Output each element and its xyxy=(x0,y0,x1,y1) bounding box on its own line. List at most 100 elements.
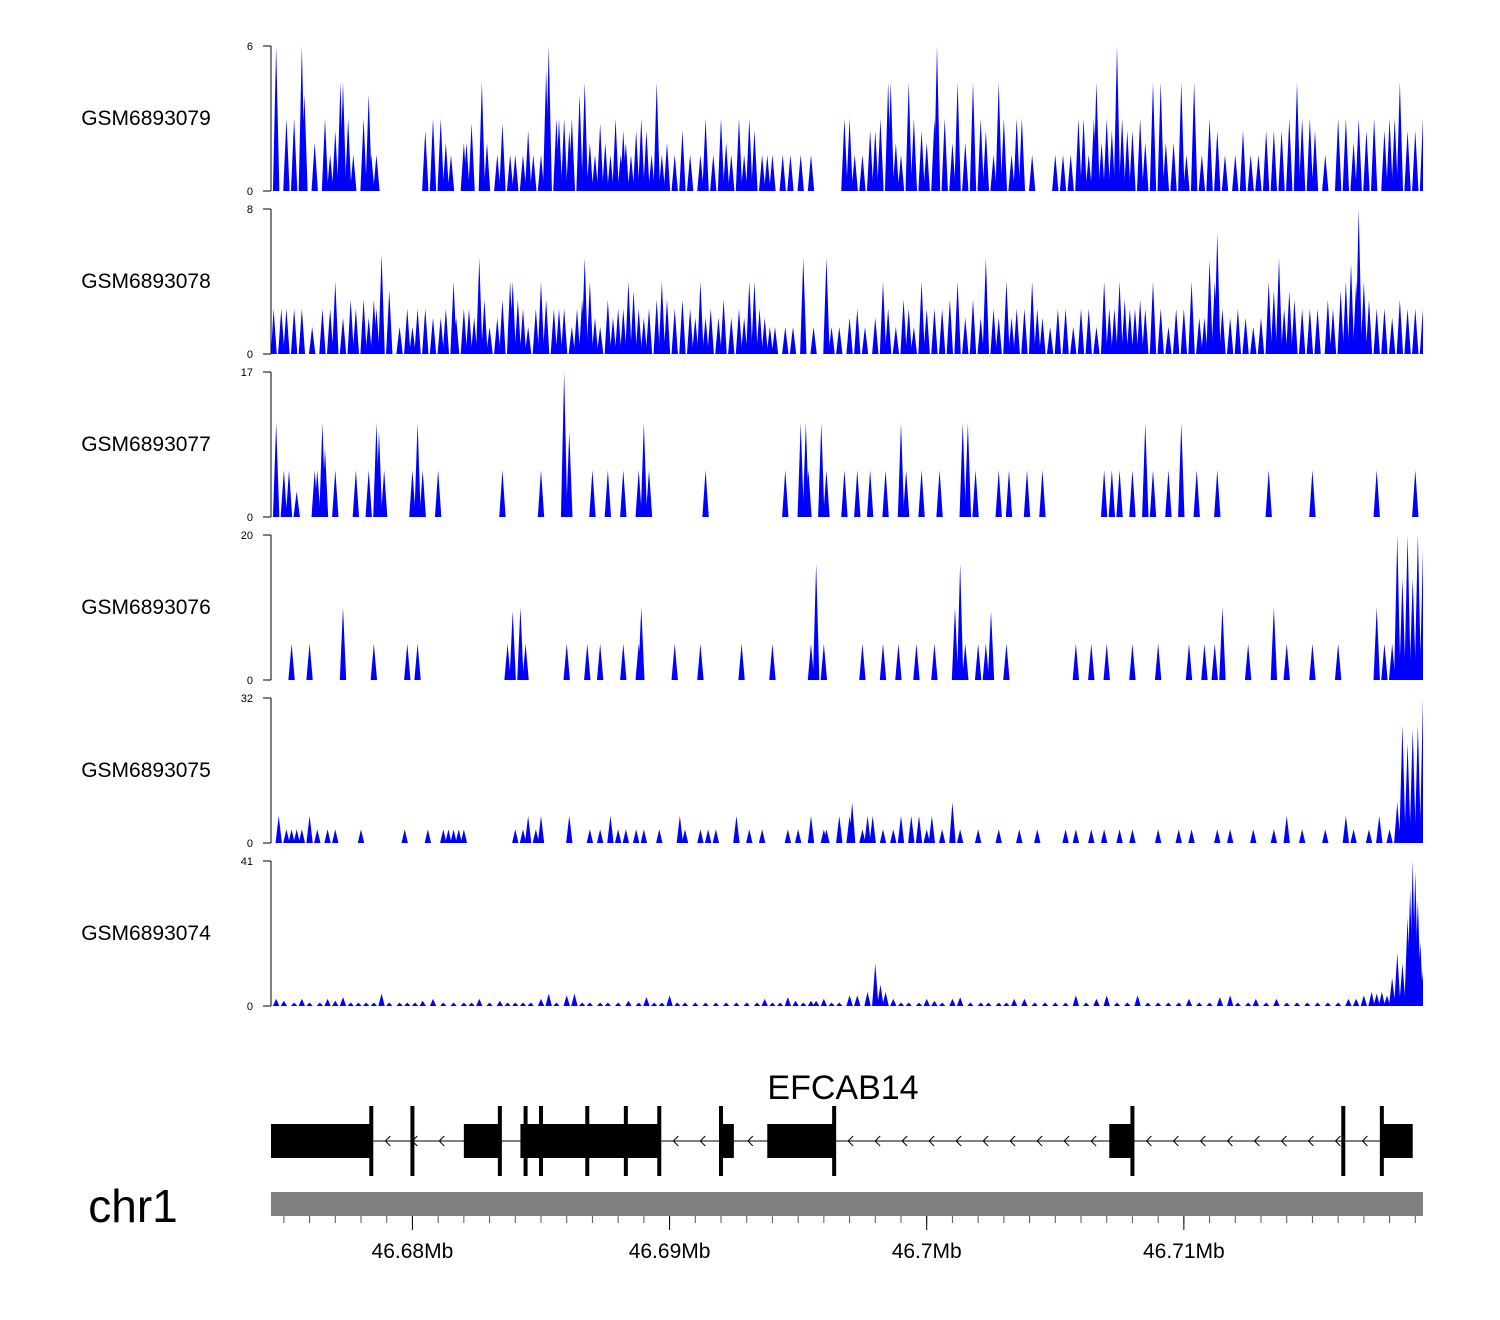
signal-peak xyxy=(1196,1002,1203,1006)
signal-peak xyxy=(1005,470,1013,517)
signal-peak xyxy=(512,829,519,843)
signal-peak xyxy=(653,82,660,191)
x-tick-label: 46.7Mb xyxy=(892,1240,962,1263)
signal-peak xyxy=(1355,118,1362,191)
signal-peak xyxy=(1298,118,1306,191)
signal-peak xyxy=(956,997,964,1006)
strand-chevron xyxy=(1361,1135,1368,1147)
signal-peak xyxy=(460,308,468,354)
signal-peak xyxy=(1111,308,1118,354)
signal-peak xyxy=(283,829,290,843)
signal-peak xyxy=(1414,535,1422,680)
signal-peak xyxy=(1034,829,1041,843)
signal-peak xyxy=(1363,130,1370,191)
signal-peak xyxy=(666,995,673,1006)
track-GSM6893076: GSM6893076 20 0 xyxy=(81,530,1423,687)
signal-peak xyxy=(321,118,329,191)
signal-peak xyxy=(586,829,594,843)
signal-peak xyxy=(293,829,300,843)
x-tick-label: 46.71Mb xyxy=(1143,1240,1225,1263)
signal-peak xyxy=(625,1000,632,1006)
exon xyxy=(271,1124,372,1158)
signal-peak xyxy=(298,829,306,843)
signal-peak xyxy=(301,94,308,191)
signal-peak xyxy=(1118,118,1126,191)
strand-chevron xyxy=(874,1135,881,1147)
signal-peak xyxy=(1062,308,1069,354)
signal-peak xyxy=(766,326,774,354)
signal-peak xyxy=(836,815,843,843)
y-tick-label-max: 32 xyxy=(241,693,253,705)
signal-peak xyxy=(1419,308,1423,354)
signal-peak xyxy=(627,154,635,191)
signal-peak xyxy=(306,815,313,843)
y-tick-label-max: 17 xyxy=(241,367,253,379)
signal-peak xyxy=(784,829,792,843)
signal-peak xyxy=(1226,829,1234,843)
signal-peak xyxy=(560,372,568,517)
signal-peak xyxy=(632,130,640,191)
signal-tracks: GSM689307960GSM689307880GSM6893077170GSM… xyxy=(81,41,1423,1013)
signal-peak xyxy=(1116,829,1123,843)
signal-peak xyxy=(298,998,306,1006)
signal-peak xyxy=(576,94,583,191)
signal-peak xyxy=(805,470,812,517)
signal-peak xyxy=(271,308,277,354)
strand-chevron xyxy=(1036,1135,1043,1147)
signal-peak xyxy=(1157,308,1164,354)
signal-peak xyxy=(864,991,871,1006)
signal-peak xyxy=(486,326,493,354)
signal-peak xyxy=(915,1002,923,1006)
signal-peak xyxy=(625,281,632,354)
signal-peak xyxy=(450,1002,457,1006)
signal-peak xyxy=(1142,423,1149,517)
strand-chevron xyxy=(982,1135,989,1147)
signal-peak xyxy=(1383,995,1391,1006)
signal-peak xyxy=(630,290,637,354)
signal-peak xyxy=(470,317,478,354)
signal-peak xyxy=(1003,281,1010,354)
signal-peak xyxy=(712,829,720,843)
signal-peak xyxy=(1226,995,1234,1006)
signal-peak xyxy=(1298,308,1306,354)
signal-peak xyxy=(982,643,990,680)
strand-chevron xyxy=(1253,1135,1260,1147)
signal-peak xyxy=(643,997,650,1006)
signal-peak xyxy=(422,130,429,191)
signal-peak xyxy=(1193,470,1200,517)
signal-peak xyxy=(1404,743,1411,843)
signal-peak xyxy=(1262,1002,1270,1006)
signal-peak xyxy=(607,815,614,843)
signal-peak xyxy=(676,815,684,843)
signal-peak xyxy=(434,470,442,517)
track-label: GSM6893076 xyxy=(81,596,211,619)
signal-peak xyxy=(697,643,704,680)
strand-chevron xyxy=(1063,1135,1070,1147)
signal-peak xyxy=(288,829,295,843)
exon-boundary-mark xyxy=(719,1106,723,1176)
signal-peak xyxy=(1003,643,1010,680)
signal-peak xyxy=(905,308,912,354)
signal-peak xyxy=(1093,82,1100,191)
signal-peak xyxy=(314,829,321,843)
signal-peak xyxy=(614,829,622,843)
signal-peak xyxy=(1250,829,1257,843)
signal-peak xyxy=(656,829,663,843)
signal-peak xyxy=(1386,118,1393,191)
signal-peak xyxy=(928,815,936,843)
signal-peak xyxy=(1018,118,1026,191)
track-label: GSM6893079 xyxy=(81,107,211,130)
signal-peak xyxy=(468,1002,475,1006)
strand-chevron xyxy=(1090,1135,1097,1147)
signal-peak xyxy=(494,317,501,354)
signal-peak xyxy=(728,154,735,191)
signal-peak xyxy=(900,299,907,354)
signal-peak xyxy=(620,470,627,517)
signal-peak xyxy=(586,1002,594,1006)
signal-peak xyxy=(638,118,645,191)
signal-peak xyxy=(643,130,650,191)
signal-peak xyxy=(753,1002,761,1006)
signal-peak xyxy=(995,1002,1002,1006)
signal-peak xyxy=(681,829,689,843)
signal-peak xyxy=(468,123,475,191)
